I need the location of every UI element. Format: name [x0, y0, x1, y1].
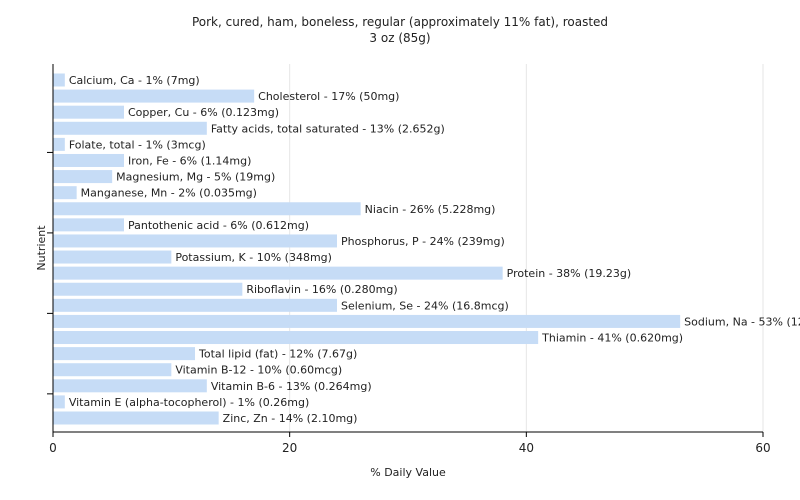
bar-label-20: Vitamin E (alpha-tocopherol) - 1% (0.26m… [69, 396, 309, 409]
x-tick-label-2: 40 [519, 441, 534, 455]
x-axis-title: % Daily Value [370, 466, 446, 479]
bar-label-9: Pantothenic acid - 6% (0.612mg) [128, 219, 309, 232]
bar-label-18: Vitamin B-12 - 10% (0.60mcg) [175, 364, 342, 377]
bar-9 [53, 218, 124, 232]
chart-title-main: Pork, cured, ham, boneless, regular (app… [191, 15, 609, 29]
axes-layer: 0 20 40 60 [47, 64, 771, 455]
bar-label-6: Magnesium, Mg - 5% (19mg) [116, 171, 275, 184]
bar-13 [53, 282, 243, 296]
bar-4 [53, 137, 65, 151]
bar-17 [53, 347, 195, 361]
bar-8 [53, 202, 361, 216]
bar-label-14: Selenium, Se - 24% (16.8mcg) [341, 299, 509, 312]
bar-19 [53, 379, 207, 393]
x-tick-label-1: 20 [282, 441, 297, 455]
bar-label-2: Copper, Cu - 6% (0.123mg) [128, 106, 279, 119]
bar-label-7: Manganese, Mn - 2% (0.035mg) [81, 187, 257, 200]
bar-label-13: Riboflavin - 16% (0.280mg) [246, 283, 397, 296]
bar-label-4: Folate, total - 1% (3mcg) [69, 138, 206, 151]
bar-1 [53, 89, 255, 103]
bar-3 [53, 121, 207, 135]
bar-2 [53, 105, 124, 119]
bar-0 [53, 73, 65, 87]
bar-label-8: Niacin - 26% (5.228mg) [365, 203, 496, 216]
bar-12 [53, 266, 503, 280]
bar-label-16: Thiamin - 41% (0.620mg) [541, 332, 683, 345]
bar-11 [53, 250, 172, 264]
bar-label-3: Fatty acids, total saturated - 13% (2.65… [211, 122, 445, 135]
bar-21 [53, 411, 219, 425]
bar-label-11: Potassium, K - 10% (348mg) [175, 251, 332, 264]
bar-6 [53, 170, 113, 184]
bar-20 [53, 395, 65, 409]
bar-label-0: Calcium, Ca - 1% (7mg) [69, 74, 200, 87]
bars-layer: Calcium, Ca - 1% (7mg) Cholesterol - 17% … [53, 73, 800, 425]
chart-title: Pork, cured, ham, boneless, regular (app… [0, 14, 800, 46]
bar-label-19: Vitamin B-6 - 13% (0.264mg) [211, 380, 372, 393]
bar-7 [53, 186, 77, 200]
bar-label-15: Sodium, Na - 53% (1275mg) [684, 315, 800, 328]
bar-16 [53, 331, 539, 345]
y-axis-title: Nutrient [35, 225, 48, 271]
bar-label-1: Cholesterol - 17% (50mg) [258, 90, 399, 103]
bar-label-17: Total lipid (fat) - 12% (7.67g) [198, 348, 357, 361]
bar-15 [53, 314, 681, 328]
x-tick-label-0: 0 [49, 441, 57, 455]
bar-14 [53, 298, 337, 312]
bar-5 [53, 153, 124, 167]
bar-18 [53, 363, 172, 377]
bar-label-10: Phosphorus, P - 24% (239mg) [341, 235, 505, 248]
bar-label-5: Iron, Fe - 6% (1.14mg) [128, 154, 251, 167]
bar-label-12: Protein - 38% (19.23g) [507, 267, 632, 280]
bar-10 [53, 234, 337, 248]
x-tick-label-3: 60 [755, 441, 770, 455]
chart-subtitle: 3 oz (85g) [369, 31, 431, 45]
bar-label-21: Zinc, Zn - 14% (2.10mg) [223, 412, 358, 425]
grid-layer [289, 64, 764, 432]
